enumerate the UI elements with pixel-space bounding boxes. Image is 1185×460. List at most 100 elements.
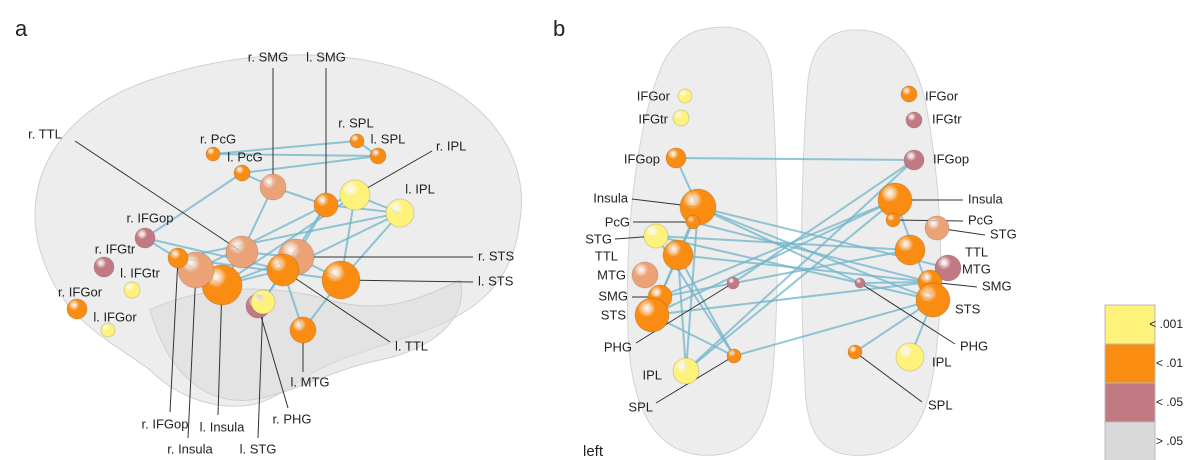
node xyxy=(67,299,87,319)
node-label: PHG xyxy=(960,338,988,353)
node-label: r. IPL xyxy=(436,138,466,153)
node-label: IFGop xyxy=(624,151,660,166)
node-label: PHG xyxy=(604,339,632,354)
panel-letter: b xyxy=(553,16,565,41)
node-label: STG xyxy=(585,231,612,246)
node xyxy=(632,262,658,288)
node-label: IFGtr xyxy=(932,111,962,126)
node xyxy=(906,112,922,128)
panel: bleftIFGorIFGtrIFGopInsulaPcGSTGTTLMTGSM… xyxy=(553,16,1017,460)
node xyxy=(314,193,338,217)
node-label: SPL xyxy=(628,399,653,414)
node xyxy=(350,134,364,148)
node-label: r. IFGtr xyxy=(95,241,136,256)
node-label: Insula xyxy=(968,191,1003,206)
node xyxy=(370,148,386,164)
node xyxy=(686,215,700,229)
legend-label: < .01 xyxy=(1156,356,1183,370)
node xyxy=(267,254,299,286)
node-label: STS xyxy=(955,301,981,316)
node-label: MTG xyxy=(597,267,626,282)
node xyxy=(635,298,669,332)
node-label: r. IFGop xyxy=(142,416,189,431)
node-label: l. IFGor xyxy=(93,309,137,324)
legend: < .001 < .01 < .05 > .05 xyxy=(1105,305,1183,460)
node-label: IPL xyxy=(932,354,952,369)
node-label: IFGtr xyxy=(638,111,668,126)
node xyxy=(251,290,275,314)
node-label: PcG xyxy=(605,214,630,229)
figure: < .001 < .01 < .05 > .05 a r. SMG l. SMG r. SP… xyxy=(0,0,1185,460)
node xyxy=(886,213,900,227)
legend-swatch xyxy=(1105,305,1155,344)
node-label: l. IFGtr xyxy=(120,265,160,280)
node-label: r. Insula xyxy=(167,441,213,456)
node-label: r. PcG xyxy=(200,131,236,146)
caption: left xyxy=(583,443,604,460)
node-label: PcG xyxy=(968,212,993,227)
node xyxy=(234,165,250,181)
node xyxy=(904,150,924,170)
node-label: r. SPL xyxy=(338,115,373,130)
node xyxy=(340,180,370,210)
node xyxy=(895,235,925,265)
node xyxy=(260,174,286,200)
node-label: r. IFGop xyxy=(127,210,174,225)
node-label: l. Insula xyxy=(200,419,246,434)
node xyxy=(727,349,741,363)
node-label: IFGor xyxy=(637,88,671,103)
node xyxy=(666,148,686,168)
node xyxy=(727,277,739,289)
node xyxy=(673,358,699,384)
node-label: l. STG xyxy=(240,441,277,456)
node xyxy=(322,261,360,299)
node-label: IFGop xyxy=(933,151,969,166)
node xyxy=(386,199,414,227)
node-label: l. SMG xyxy=(306,49,346,64)
node xyxy=(663,240,693,270)
node xyxy=(901,86,917,102)
legend-swatch xyxy=(1105,344,1155,383)
node xyxy=(124,282,140,298)
legend-label: > .05 xyxy=(1156,434,1183,448)
node-label: l. PcG xyxy=(227,149,262,164)
node xyxy=(855,278,865,288)
node xyxy=(94,257,114,277)
node-label: SPL xyxy=(928,397,953,412)
legend-label: < .05 xyxy=(1156,395,1183,409)
node-label: r. PHG xyxy=(272,411,311,426)
node-label: TTL xyxy=(965,244,988,259)
node-label: STG xyxy=(990,226,1017,241)
legend-swatch xyxy=(1105,383,1155,422)
node xyxy=(896,343,924,371)
node-label: l. MTG xyxy=(291,374,330,389)
node xyxy=(135,228,155,248)
node xyxy=(644,224,668,248)
node xyxy=(206,147,220,161)
node xyxy=(925,216,949,240)
node-label: SMG xyxy=(982,278,1012,293)
node-label: SMG xyxy=(598,288,628,303)
node-label: STS xyxy=(601,307,627,322)
node-label: r. SMG xyxy=(248,49,288,64)
node-label: l. STS xyxy=(478,273,514,288)
node-label: Insula xyxy=(593,190,628,205)
node-label: l. SPL xyxy=(371,131,406,146)
node xyxy=(290,317,316,343)
node xyxy=(848,345,862,359)
node-label: l. TTL xyxy=(395,338,428,353)
node-label: r. STS xyxy=(478,248,514,263)
node xyxy=(678,89,692,103)
legend-label: < .001 xyxy=(1149,317,1183,331)
node-label: IFGor xyxy=(925,88,959,103)
panel-letter: a xyxy=(15,16,28,41)
node xyxy=(226,236,258,268)
node-label: TTL xyxy=(595,248,618,263)
node-label: MTG xyxy=(962,261,991,276)
node-label: IPL xyxy=(642,367,662,382)
legend-swatch xyxy=(1105,422,1155,460)
node xyxy=(673,110,689,126)
node-label: l. IPL xyxy=(405,181,435,196)
node xyxy=(101,323,115,337)
node-label: r. TTL xyxy=(28,126,62,141)
